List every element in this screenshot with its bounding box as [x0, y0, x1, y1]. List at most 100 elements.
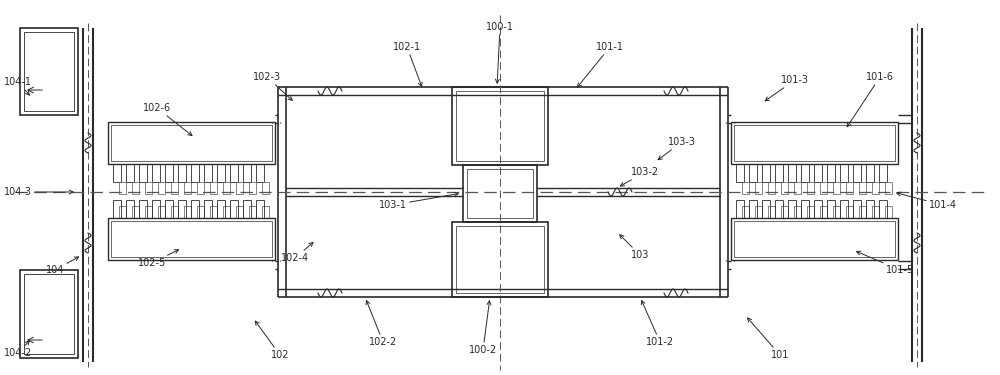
Bar [158, 206, 165, 218]
Bar [866, 164, 874, 182]
Bar [158, 182, 165, 194]
Text: 104-3: 104-3 [4, 187, 73, 197]
Bar [24, 274, 74, 354]
Bar [152, 200, 160, 218]
Bar [108, 218, 275, 260]
Bar [833, 182, 840, 194]
Bar [184, 206, 191, 218]
Bar [794, 206, 801, 218]
Bar [853, 164, 861, 182]
Bar [184, 182, 191, 194]
Bar [262, 206, 269, 218]
Text: 103: 103 [620, 235, 649, 260]
Bar [762, 164, 770, 182]
Text: 101-5: 101-5 [857, 251, 914, 275]
Bar [734, 221, 895, 257]
Text: 101-6: 101-6 [847, 72, 894, 127]
Bar [145, 206, 152, 218]
Text: 102-3: 102-3 [253, 72, 292, 100]
Bar [736, 164, 744, 182]
Bar [731, 218, 898, 260]
Text: 104: 104 [46, 257, 79, 275]
Bar [452, 222, 548, 297]
Bar [859, 182, 866, 194]
Text: 104-1: 104-1 [4, 77, 32, 95]
Bar [217, 200, 225, 218]
Bar [243, 164, 251, 182]
Bar [152, 164, 160, 182]
Bar [827, 200, 835, 218]
Bar [788, 200, 796, 218]
Text: 101-4: 101-4 [897, 192, 957, 210]
Bar [788, 164, 796, 182]
Bar [456, 226, 544, 293]
Text: 102-5: 102-5 [138, 250, 179, 268]
Bar [111, 125, 272, 161]
Bar [814, 164, 822, 182]
Bar [814, 200, 822, 218]
Bar [111, 221, 272, 257]
Bar [230, 200, 238, 218]
Bar [736, 200, 744, 218]
Bar [820, 182, 827, 194]
Bar [456, 91, 544, 161]
Bar [840, 164, 848, 182]
Bar [165, 164, 173, 182]
Bar [794, 182, 801, 194]
Bar [171, 206, 178, 218]
Bar [755, 206, 762, 218]
Bar [807, 206, 814, 218]
Bar [872, 206, 879, 218]
Bar [885, 182, 892, 194]
Bar [749, 164, 757, 182]
Bar [801, 200, 809, 218]
Bar [191, 164, 199, 182]
Bar [139, 164, 147, 182]
Text: 102-1: 102-1 [393, 42, 422, 86]
Bar [171, 182, 178, 194]
Bar [249, 182, 256, 194]
Bar [846, 182, 853, 194]
Bar [879, 200, 887, 218]
Bar [755, 182, 762, 194]
Text: 102-2: 102-2 [366, 301, 397, 347]
Bar [256, 164, 264, 182]
Text: 103-3: 103-3 [658, 137, 696, 160]
Bar [108, 122, 275, 164]
Bar [467, 169, 533, 218]
Bar [768, 182, 775, 194]
Bar [742, 182, 749, 194]
Bar [859, 206, 866, 218]
Bar [197, 182, 204, 194]
Text: 103-2: 103-2 [620, 167, 659, 186]
Text: 100-1: 100-1 [486, 22, 514, 83]
Bar [885, 206, 892, 218]
Bar [768, 206, 775, 218]
Bar [731, 122, 898, 164]
Bar [165, 200, 173, 218]
Bar [113, 164, 121, 182]
Bar [139, 200, 147, 218]
Bar [262, 182, 269, 194]
Bar [210, 206, 217, 218]
Bar [249, 206, 256, 218]
Bar [749, 200, 757, 218]
Bar [204, 200, 212, 218]
Bar [223, 206, 230, 218]
Text: 102: 102 [255, 321, 289, 360]
Bar [126, 164, 134, 182]
Bar [820, 206, 827, 218]
Bar [872, 182, 879, 194]
Bar [132, 206, 139, 218]
Text: 102-6: 102-6 [143, 103, 192, 136]
Bar [236, 182, 243, 194]
Bar [775, 200, 783, 218]
Bar [879, 164, 887, 182]
Text: 104-2: 104-2 [4, 341, 32, 358]
Bar [840, 200, 848, 218]
Bar [24, 32, 74, 111]
Bar [217, 164, 225, 182]
Text: 101-1: 101-1 [577, 42, 624, 87]
Bar [204, 164, 212, 182]
Bar [132, 182, 139, 194]
